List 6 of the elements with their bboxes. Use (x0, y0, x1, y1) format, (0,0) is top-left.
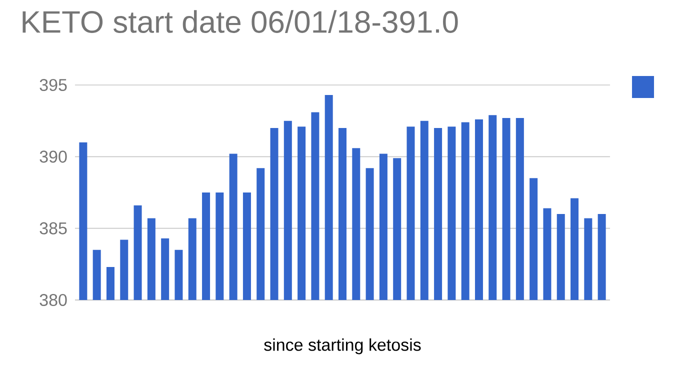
y-tick-label: 380 (40, 294, 67, 306)
y-tick-label: 395 (40, 78, 67, 92)
y-tick-label: 385 (40, 222, 67, 234)
x-axis-title: since starting ketosis (264, 338, 421, 354)
chart-title: KETO start date 06/01/18-391.0 (22, 10, 458, 33)
y-tick-label: 390 (40, 150, 67, 163)
